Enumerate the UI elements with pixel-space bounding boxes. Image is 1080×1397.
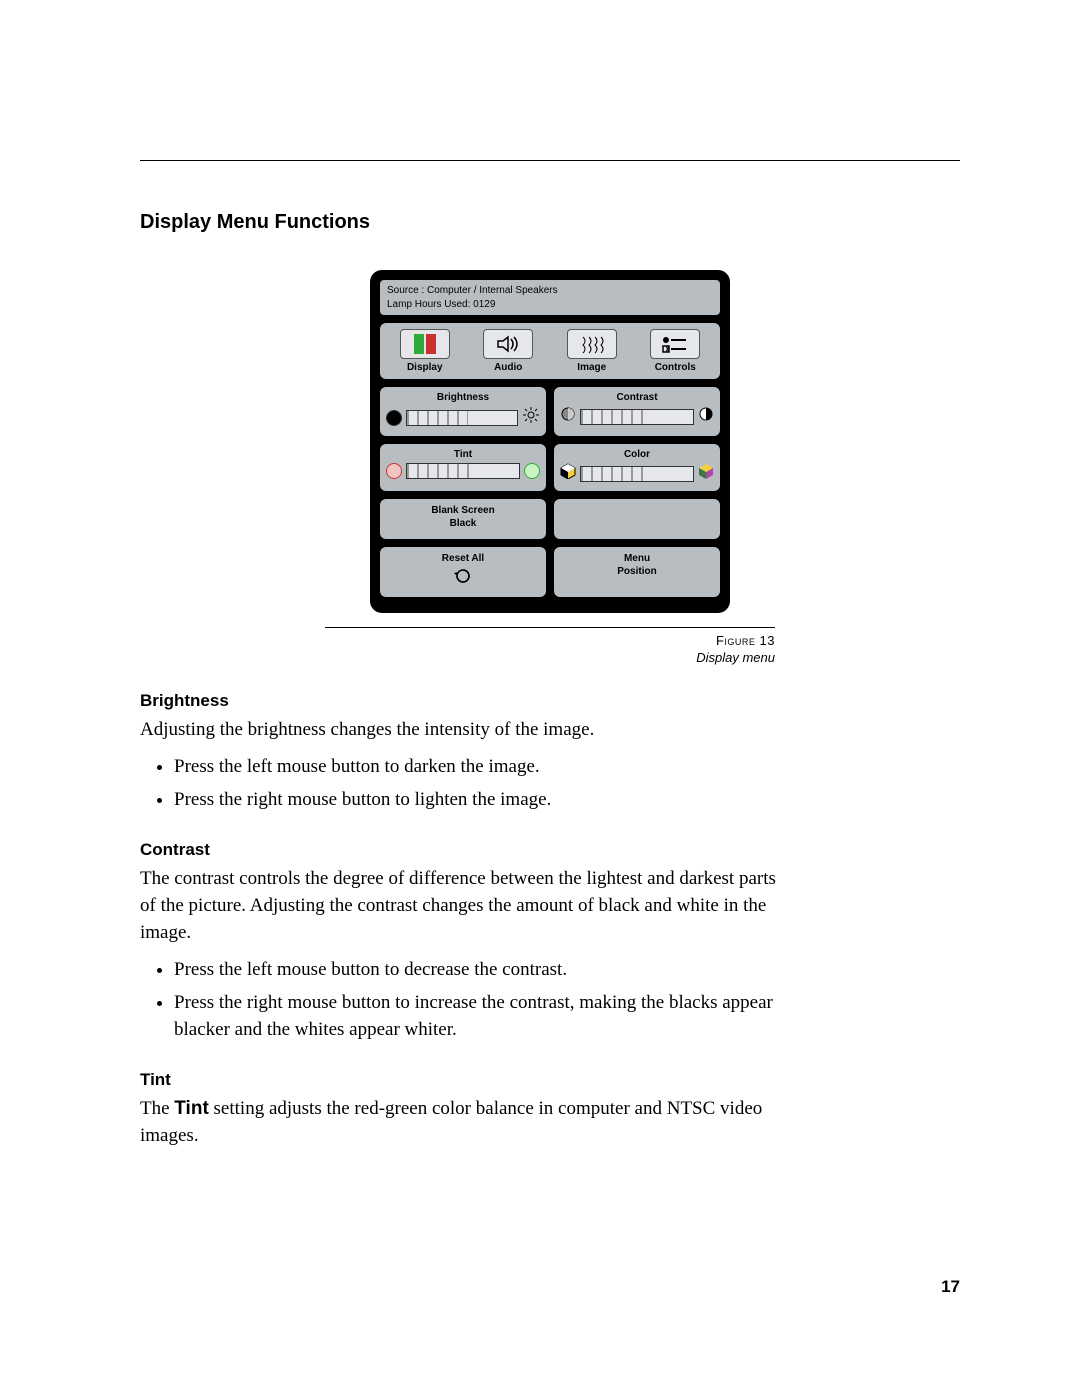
tab-audio-label: Audio [470, 362, 548, 373]
contrast-min-icon [560, 406, 576, 427]
heading-contrast: Contrast [140, 840, 960, 860]
figure-name: Display menu [696, 650, 775, 665]
tint-red-icon [386, 463, 402, 479]
para-tint: The Tint setting adjusts the red-green c… [140, 1096, 780, 1150]
figure-number: Figure 13 [716, 633, 775, 648]
empty-cell [553, 498, 721, 540]
color-rgb-icon [698, 463, 714, 484]
para-brightness: Adjusting the brightness changes the int… [140, 717, 780, 744]
contrast-label: Contrast [560, 392, 714, 403]
color-label: Color [560, 449, 714, 460]
contrast-max-icon [698, 406, 714, 427]
list-contrast: Press the left mouse button to decrease … [140, 957, 814, 1044]
figure-caption: Figure 13 Display menu [325, 628, 775, 665]
controls-icon [650, 329, 700, 359]
blank-screen-label: Blank Screen [386, 504, 540, 517]
list-brightness: Press the left mouse button to darken th… [140, 754, 814, 814]
sun-icon [522, 406, 540, 429]
color-bw-icon [560, 463, 576, 484]
audio-icon [483, 329, 533, 359]
tint-track [406, 463, 520, 479]
page-number: 17 [941, 1277, 960, 1297]
list-item: Press the left mouse button to decrease … [174, 957, 814, 984]
tint-label: Tint [386, 449, 540, 460]
osd-lamp-line: Lamp Hours Used: 0129 [387, 298, 713, 312]
brightness-label: Brightness [386, 392, 540, 403]
osd-tabs: Display Audio Image [379, 322, 721, 380]
reset-all-cell[interactable]: Reset All [379, 546, 547, 598]
tab-controls[interactable]: Controls [637, 329, 715, 373]
tab-image[interactable]: Image [553, 329, 631, 373]
slider-contrast[interactable]: Contrast [553, 386, 721, 437]
section-title: Display Menu Functions [140, 211, 960, 234]
tint-bold: Tint [174, 1098, 208, 1119]
slider-color[interactable]: Color [553, 443, 721, 492]
image-icon [567, 329, 617, 359]
tint-prefix: The [140, 1098, 174, 1119]
figure-display-menu: Source : Computer / Internal Speakers La… [325, 270, 775, 665]
heading-brightness: Brightness [140, 691, 960, 711]
color-track [580, 466, 694, 482]
slider-brightness[interactable]: Brightness [379, 386, 547, 437]
brightness-min-icon [386, 410, 402, 426]
tab-controls-label: Controls [637, 362, 715, 373]
menu-label: Menu [560, 552, 714, 565]
list-item: Press the right mouse button to increase… [174, 990, 814, 1044]
heading-tint: Tint [140, 1070, 960, 1090]
tab-image-label: Image [553, 362, 631, 373]
list-item: Press the right mouse button to lighten … [174, 787, 814, 814]
display-icon [400, 329, 450, 359]
reset-icon [386, 567, 540, 590]
blank-screen-value: Black [386, 517, 540, 530]
tab-display[interactable]: Display [386, 329, 464, 373]
tint-suffix: setting adjusts the red-green color bala… [140, 1098, 762, 1146]
position-label: Position [560, 565, 714, 578]
brightness-track [406, 410, 518, 426]
osd-panel: Source : Computer / Internal Speakers La… [370, 270, 730, 613]
tab-display-label: Display [386, 362, 464, 373]
osd-info: Source : Computer / Internal Speakers La… [379, 279, 721, 316]
tab-audio[interactable]: Audio [470, 329, 548, 373]
osd-source-line: Source : Computer / Internal Speakers [387, 284, 713, 298]
para-contrast: The contrast controls the degree of diff… [140, 866, 780, 947]
list-item: Press the left mouse button to darken th… [174, 754, 814, 781]
slider-tint[interactable]: Tint [379, 443, 547, 492]
menu-position-cell[interactable]: Menu Position [553, 546, 721, 598]
blank-screen-cell[interactable]: Blank Screen Black [379, 498, 547, 540]
top-rule [140, 160, 960, 161]
tint-green-icon [524, 463, 540, 479]
contrast-track [580, 409, 694, 425]
reset-label: Reset All [386, 552, 540, 565]
